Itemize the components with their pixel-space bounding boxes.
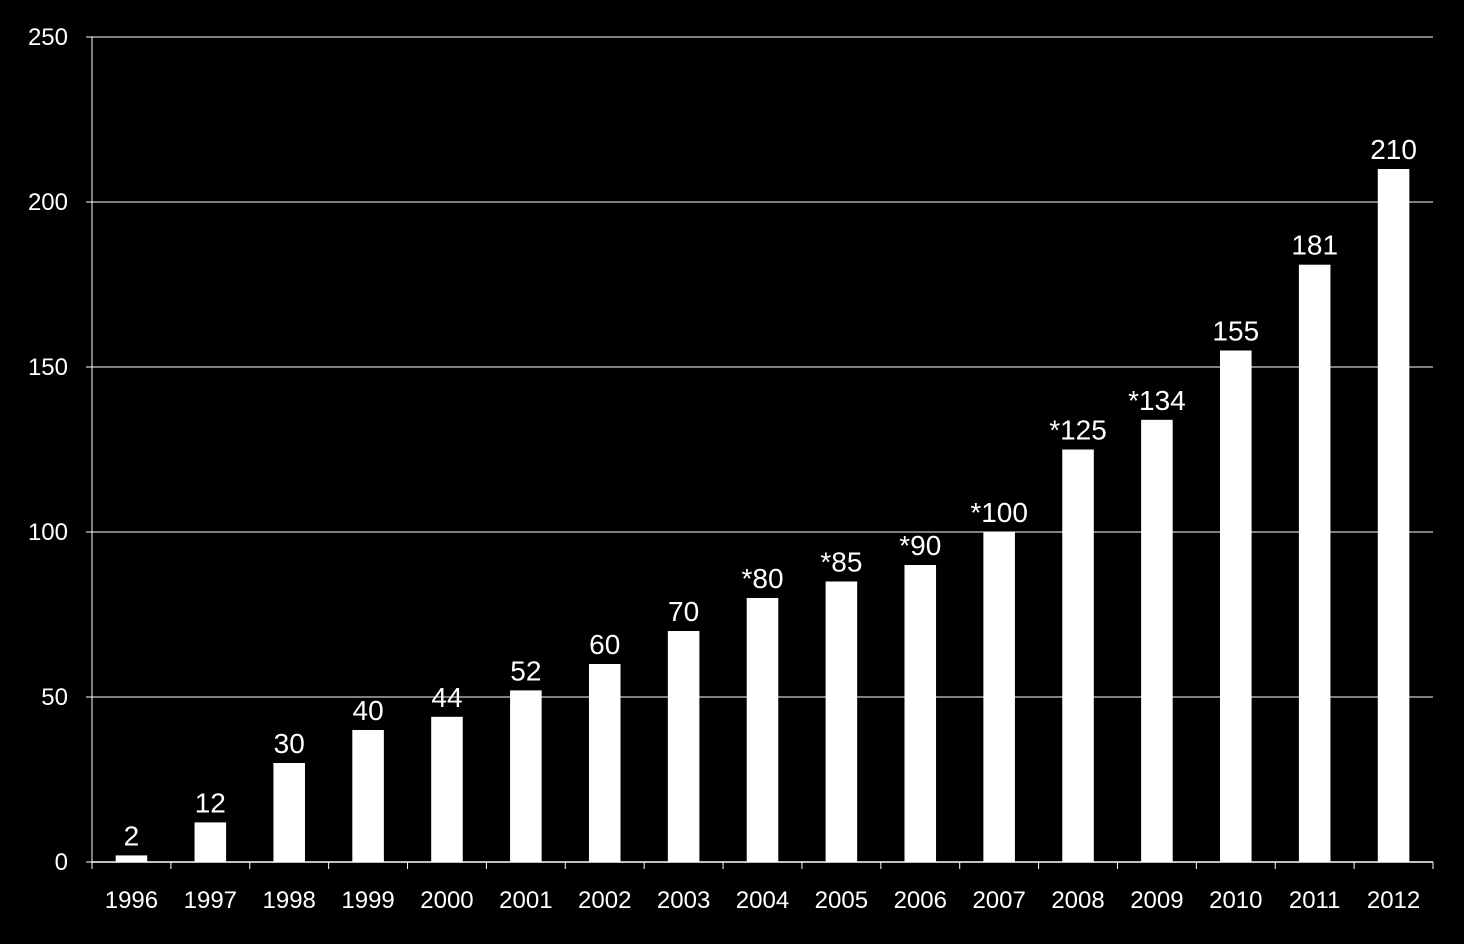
y-axis-ticks: 0 50 100 150 200 250 [28, 24, 68, 876]
data-labels: 2 12 30 40 44 52 60 70 *80 *85 *90 *100 *125 *134 155 1… [124, 134, 1417, 851]
bar [352, 730, 384, 862]
bar [825, 581, 858, 862]
x-tick-label: 2001 [499, 887, 552, 914]
bar [1298, 264, 1331, 862]
bar [1062, 449, 1094, 862]
bar [1220, 350, 1252, 862]
x-tick-label: 1999 [341, 887, 394, 914]
y-tick-label: 0 [55, 849, 68, 876]
x-tick-label: 2009 [1130, 887, 1183, 914]
bar [273, 763, 305, 862]
y-tick-label: 200 [28, 189, 68, 216]
x-tick-label: 1997 [184, 887, 237, 914]
x-tick-label: 2011 [1289, 887, 1341, 914]
x-tick-label: 2006 [894, 887, 947, 914]
bar [431, 716, 463, 862]
y-tick-label: 50 [41, 684, 68, 711]
data-label: 60 [589, 629, 620, 660]
data-label: *90 [899, 530, 941, 561]
data-label: 52 [510, 655, 541, 686]
data-label: 210 [1370, 134, 1417, 165]
data-label: *85 [820, 547, 862, 578]
bar [510, 690, 542, 862]
x-tick-label: 1996 [105, 887, 158, 914]
x-tick-label: 2007 [972, 887, 1025, 914]
x-tick-label: 2008 [1051, 887, 1104, 914]
data-label: *100 [970, 497, 1028, 528]
bar [115, 855, 148, 862]
data-label: 2 [124, 820, 140, 851]
x-tick-label: 1998 [263, 887, 316, 914]
data-label: 155 [1212, 316, 1259, 347]
data-label: *125 [1049, 415, 1107, 446]
bar [983, 532, 1015, 862]
x-tick-label: 2012 [1367, 887, 1420, 914]
x-tick-label: 2000 [420, 887, 473, 914]
x-tick-label: 2002 [578, 887, 631, 914]
x-tick-label: 2003 [657, 887, 710, 914]
bar [1141, 419, 1173, 862]
bar [904, 565, 937, 862]
bar [1377, 169, 1410, 862]
x-tick-label: 2010 [1209, 887, 1262, 914]
data-label: *80 [741, 563, 783, 594]
bar [667, 631, 700, 862]
data-label: 44 [431, 682, 462, 713]
x-tick-label: 2004 [736, 887, 789, 914]
gridlines [92, 36, 1433, 698]
x-axis-ticks: 1996 1997 1998 1999 2000 2001 2002 2003 2004 2005… [105, 887, 1421, 914]
bar [194, 822, 227, 862]
data-label: *134 [1128, 385, 1186, 416]
data-label: 40 [353, 695, 384, 726]
data-label: 181 [1291, 230, 1338, 261]
bar [746, 598, 779, 862]
y-tick-label: 100 [28, 519, 68, 546]
x-tick-label: 2005 [815, 887, 868, 914]
bars [115, 169, 1410, 862]
bar [588, 664, 621, 862]
data-label: 30 [274, 728, 305, 759]
data-label: 12 [195, 787, 226, 818]
y-tick-label: 250 [28, 24, 68, 51]
y-tick-label: 150 [28, 354, 68, 381]
data-label: 70 [668, 596, 699, 627]
